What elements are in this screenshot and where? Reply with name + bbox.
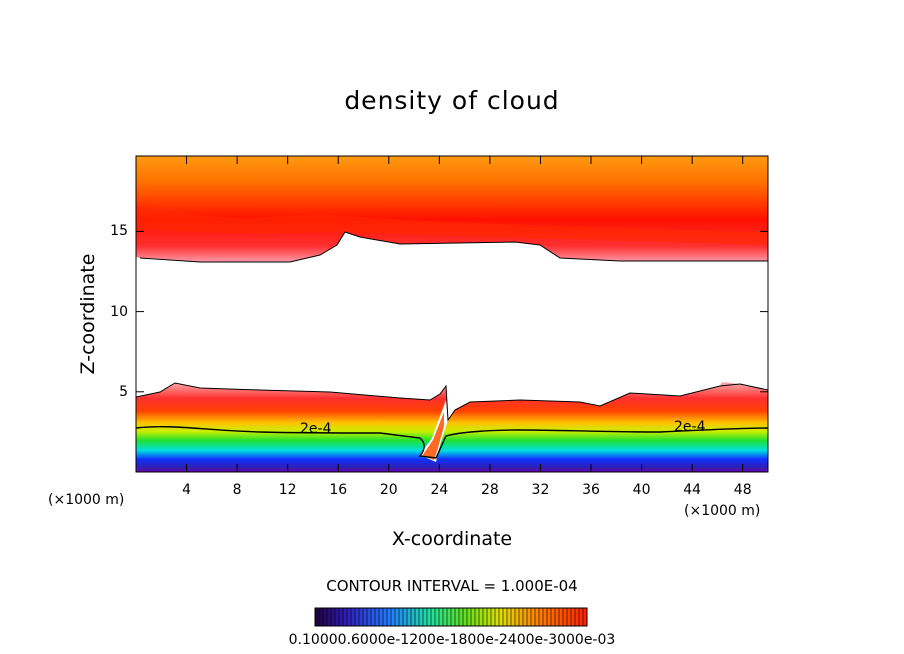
- x-tick-label: 12: [278, 482, 297, 498]
- x-tick-label: 44: [683, 482, 702, 498]
- upper-cloud-layer: [136, 156, 768, 262]
- x-tick-label: 20: [379, 482, 398, 498]
- x-axis-label: X-coordinate: [391, 528, 513, 550]
- y-tick-label: 5: [119, 383, 128, 400]
- upper-cloud-boundary: [139, 231, 768, 263]
- plot-frame: [135, 155, 769, 473]
- y-ticks: [136, 230, 768, 393]
- colorbar-bands: [318, 608, 584, 626]
- lower-cloud-boundary: [136, 382, 768, 422]
- x-tick-label: 36: [582, 482, 600, 498]
- x-tick-label: 4: [182, 482, 192, 498]
- x-tick-label: 28: [480, 482, 499, 498]
- contour-label-right: 2e-4: [674, 419, 706, 435]
- updraft-notch: [420, 400, 448, 462]
- contour-interval-text: CONTOUR INTERVAL = 1.000E-04: [326, 577, 578, 595]
- contour-label-left: 2e-4: [300, 421, 332, 437]
- y-tick-label: 10: [110, 303, 128, 320]
- x-tick-label: 16: [329, 482, 348, 498]
- x-unit-label-right: (×1000 m): [684, 503, 761, 519]
- updraft-notch-fill: [422, 412, 444, 460]
- chart-title: density of cloud: [344, 86, 560, 115]
- x-tick-label: 48: [733, 482, 752, 498]
- colorbar-labels: 0.10000.6000e-1200e-1800e-2400e-3000e-03: [288, 632, 616, 648]
- lower-cloud-layer: [136, 382, 768, 472]
- x-ticks: [186, 156, 744, 472]
- x-tick-label: 40: [632, 482, 651, 498]
- x-tick-label: 24: [430, 482, 449, 498]
- x-tick-label: 32: [531, 482, 550, 498]
- x-tick-label: 8: [232, 482, 242, 498]
- x-unit-label-left: (×1000 m): [48, 492, 125, 508]
- y-tick-label: 15: [110, 223, 128, 240]
- y-axis-label: Z-coordinate: [77, 253, 99, 375]
- contour-2e-4: [136, 425, 768, 459]
- upper-cloud-highlight: [136, 205, 768, 245]
